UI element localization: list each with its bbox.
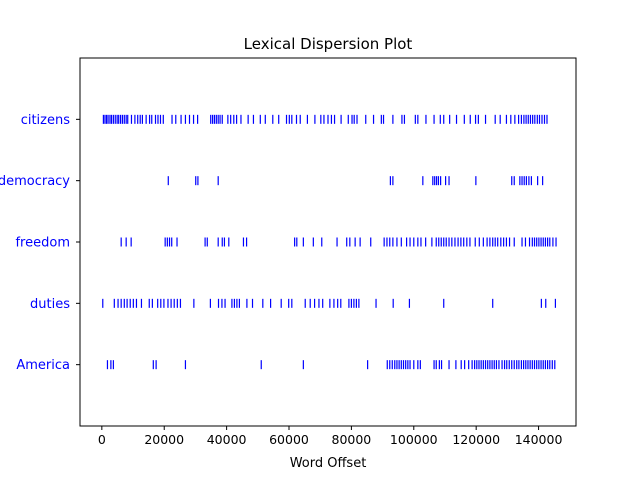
x-axis: 0 20000 40000 60000 80000 100000 120000 140000	[98, 426, 563, 447]
series-democracy	[167, 176, 544, 186]
y-tick-label-America: America	[16, 358, 70, 373]
series-America	[106, 360, 556, 370]
series-citizens	[102, 114, 548, 124]
x-tick-label: 140000	[515, 432, 563, 447]
y-tick-label-duties: duties	[30, 297, 70, 312]
y-tick-label-freedom: freedom	[15, 236, 70, 251]
series-duties	[102, 298, 557, 308]
x-tick-label: 20000	[144, 432, 184, 447]
x-axis-label: Word Offset	[290, 456, 367, 471]
x-tick-label: 100000	[390, 432, 438, 447]
x-tick-label: 40000	[207, 432, 247, 447]
y-tick-label-citizens: citizens	[21, 113, 71, 128]
x-tick-label: 60000	[269, 432, 309, 447]
x-tick-label: 120000	[452, 432, 500, 447]
y-tick-label-democracy: democracy	[0, 174, 70, 189]
x-tick-label: 0	[98, 432, 106, 447]
x-tick-label: 80000	[332, 432, 372, 447]
series-freedom	[120, 237, 557, 247]
y-axis: citizens democracy freedom duties America	[0, 113, 80, 373]
chart-title: Lexical Dispersion Plot	[244, 35, 413, 53]
dispersion-marks	[102, 114, 557, 370]
